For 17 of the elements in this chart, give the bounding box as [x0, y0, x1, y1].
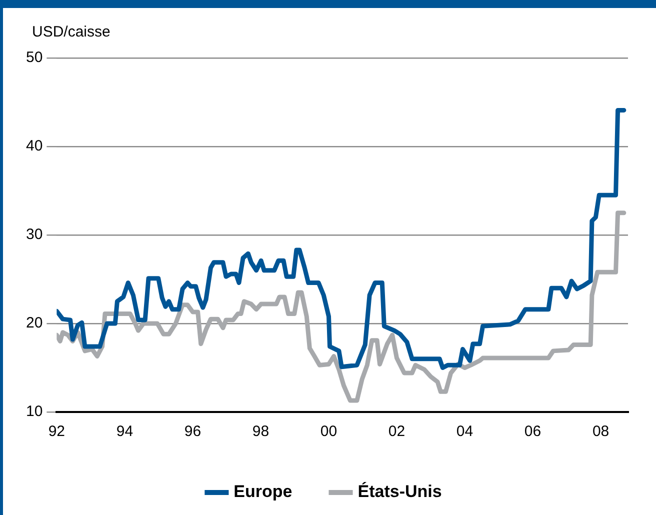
x-tick-label: 02 — [388, 423, 406, 440]
x-tick-label: 04 — [456, 423, 474, 440]
y-tick-label: 30 — [26, 226, 43, 244]
y-tick-label: 10 — [26, 403, 43, 420]
x-tick-label: 92 — [48, 423, 66, 440]
y-tick-label: 50 — [26, 49, 43, 66]
x-tick-label: 94 — [116, 423, 134, 440]
y-axis-title: USD/caisse — [32, 24, 110, 41]
x-tick-label: 96 — [184, 423, 202, 440]
y-tick-label: 20 — [26, 314, 43, 332]
legend-label: États-Unis — [358, 481, 442, 502]
x-tick-label: 00 — [320, 423, 338, 440]
x-tick-label: 06 — [524, 423, 542, 440]
x-tick-label: 08 — [592, 423, 610, 440]
x-tick-label: 98 — [252, 423, 270, 440]
y-tick-label: 40 — [26, 138, 43, 155]
legend-label: Europe — [234, 482, 292, 502]
